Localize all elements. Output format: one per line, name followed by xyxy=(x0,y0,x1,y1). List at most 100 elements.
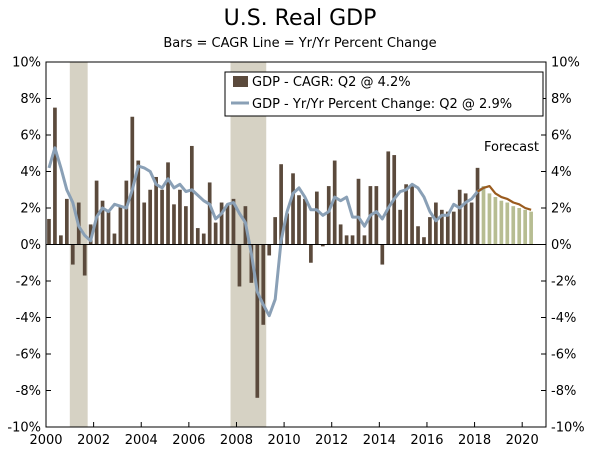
y-tick-right-label-0: -10% xyxy=(551,421,585,436)
cagr-bar-30 xyxy=(225,204,230,245)
y-tick-right-label-7: 4% xyxy=(551,165,572,180)
legend-swatch-bar xyxy=(233,76,248,87)
cagr-bar-48 xyxy=(332,160,337,245)
cagr-bar-29 xyxy=(219,202,224,245)
chart-subtitle: Bars = CAGR Line = Yr/Yr Percent Change xyxy=(163,36,437,51)
cagr-bar-46 xyxy=(320,244,325,247)
cagr-bar-51 xyxy=(350,235,355,245)
cagr-bar-72 xyxy=(475,167,480,245)
cagr-bar-20 xyxy=(166,162,170,245)
cagr-bar-57 xyxy=(386,151,391,245)
cagr-bar-10 xyxy=(106,211,111,245)
legend: GDP - CAGR: Q2 @ 4.2% GDP - Yr/Yr Percent… xyxy=(224,71,544,117)
cagr-bar-14 xyxy=(130,116,135,245)
cagr-bar-81 xyxy=(529,211,533,245)
cagr-bar-66 xyxy=(439,209,444,245)
y-tick-left-label-10: 10% xyxy=(12,56,41,71)
cagr-bar-56 xyxy=(380,244,385,265)
y-tick-left-label-2: -6% xyxy=(16,348,41,363)
cagr-bar-62 xyxy=(416,226,420,245)
cagr-bar-52 xyxy=(356,178,361,245)
forecast-annotation: Forecast xyxy=(484,140,539,155)
cagr-bar-78 xyxy=(511,206,516,245)
cagr-bar-39 xyxy=(279,164,283,245)
axes: -10% -10% -8% -8% -6% -6% -4% -4% -2% -2% 0% 0% 2% 2%… xyxy=(7,56,584,449)
cagr-bar-40 xyxy=(285,213,289,245)
cagr-bar-45 xyxy=(314,191,319,245)
y-tick-left-label-1: -8% xyxy=(16,384,41,399)
yoy-line-actual xyxy=(47,146,485,318)
cagr-bar-53 xyxy=(362,235,367,245)
yoy-line xyxy=(47,146,532,318)
cagr-bar-38 xyxy=(273,217,278,245)
cagr-bar-17 xyxy=(148,189,153,245)
cagr-bar-55 xyxy=(374,186,379,245)
cagr-bar-16 xyxy=(142,202,147,245)
y-tick-right-label-3: -4% xyxy=(551,311,576,326)
cagr-bar-49 xyxy=(338,224,343,245)
x-tick-label-4: 2008 xyxy=(220,433,253,448)
cagr-bar-37 xyxy=(267,244,272,256)
legend-box xyxy=(224,71,544,117)
cagr-bar-32 xyxy=(237,244,242,287)
cagr-bar-35 xyxy=(255,244,260,398)
y-tick-right-label-1: -8% xyxy=(551,384,576,399)
cagr-bar-70 xyxy=(463,193,468,245)
cagr-bar-74 xyxy=(487,193,492,245)
y-tick-right-label-10: 10% xyxy=(551,56,580,71)
cagr-bar-28 xyxy=(213,222,218,245)
cagr-bar-0 xyxy=(47,218,51,245)
y-tick-right-label-5: 0% xyxy=(551,238,572,253)
cagr-bar-12 xyxy=(118,206,123,245)
cagr-bar-22 xyxy=(178,189,182,245)
y-tick-left-label-6: 2% xyxy=(20,202,41,217)
y-tick-right-label-9: 8% xyxy=(551,92,572,107)
y-tick-left-label-4: -2% xyxy=(16,275,41,290)
cagr-bar-65 xyxy=(434,202,438,245)
cagr-bar-36 xyxy=(261,244,266,325)
x-tick-label-1: 2002 xyxy=(77,433,110,448)
y-tick-right-label-4: -2% xyxy=(551,275,576,290)
cagr-bar-7 xyxy=(88,224,93,245)
cagr-bar-19 xyxy=(160,189,164,245)
cagr-bar-27 xyxy=(207,182,212,245)
cagr-bar-76 xyxy=(499,200,504,245)
cagr-bar-18 xyxy=(154,176,158,245)
cagr-bar-50 xyxy=(344,235,349,245)
y-tick-left-label-7: 4% xyxy=(20,165,41,180)
cagr-bar-68 xyxy=(451,211,456,245)
cagr-bar-64 xyxy=(428,217,432,245)
cagr-bar-61 xyxy=(410,184,414,245)
x-tick-label-8: 2016 xyxy=(410,433,443,448)
y-tick-right-label-2: -6% xyxy=(551,348,576,363)
cagr-bar-11 xyxy=(112,233,117,245)
y-tick-right-label-8: 6% xyxy=(551,129,572,144)
y-tick-left-label-3: -4% xyxy=(16,311,41,326)
cagr-bar-44 xyxy=(309,244,313,263)
x-tick-label-9: 2018 xyxy=(458,433,491,448)
cagr-bar-60 xyxy=(404,184,408,245)
yoy-line-forecast xyxy=(476,185,532,211)
cagr-bar-47 xyxy=(326,186,331,245)
cagr-bar-63 xyxy=(422,237,426,245)
cagr-bar-69 xyxy=(457,189,462,245)
x-tick-label-2: 2004 xyxy=(125,433,158,448)
chart-title: U.S. Real GDP xyxy=(223,6,377,31)
y-tick-left-label-9: 8% xyxy=(20,92,41,107)
cagr-bar-3 xyxy=(64,198,69,245)
legend-entry-cagr: GDP - CAGR: Q2 @ 4.2% xyxy=(252,75,411,90)
cagr-bar-77 xyxy=(505,202,510,245)
legend-entry-yoy: GDP - Yr/Yr Percent Change: Q2 @ 2.9% xyxy=(252,97,512,112)
x-tick-label-3: 2006 xyxy=(172,433,205,448)
cagr-bar-13 xyxy=(124,180,129,245)
x-tick-label-0: 2000 xyxy=(29,433,62,448)
cagr-bar-8 xyxy=(94,180,99,245)
cagr-bars xyxy=(47,107,533,398)
cagr-bar-75 xyxy=(493,197,498,245)
cagr-bar-15 xyxy=(136,160,141,245)
y-tick-left-label-0: -10% xyxy=(7,421,41,436)
cagr-bar-59 xyxy=(398,209,403,245)
cagr-bar-9 xyxy=(100,200,105,245)
cagr-bar-41 xyxy=(291,173,295,245)
